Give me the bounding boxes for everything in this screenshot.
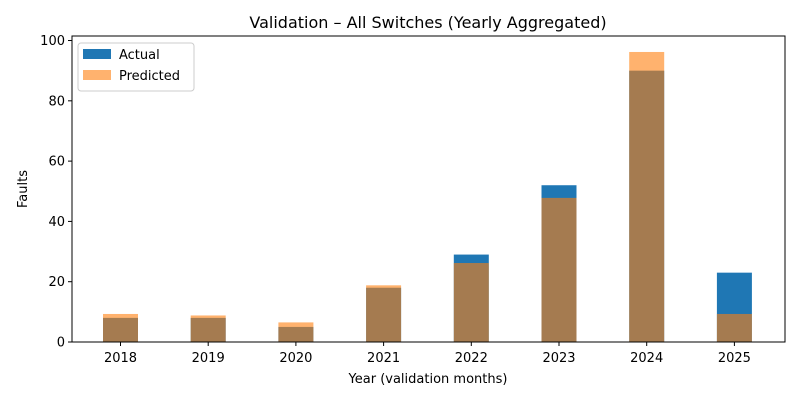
y-tick-label: 80 — [48, 94, 65, 109]
x-tick-label: 2018 — [104, 351, 137, 366]
legend-swatch-predicted — [83, 70, 111, 80]
bar-predicted-2020 — [278, 322, 314, 342]
bar-predicted-2018 — [103, 313, 138, 342]
x-tick-label: 2024 — [630, 351, 663, 366]
x-axis-label: Year (validation months) — [348, 372, 508, 387]
x-tick-label: 2021 — [367, 351, 400, 366]
bar-predicted-2021 — [366, 285, 402, 342]
x-tick-label: 2019 — [192, 351, 225, 366]
x-tick-label: 2020 — [279, 351, 312, 366]
x-tick-label: 2023 — [542, 351, 575, 366]
x-axis-ticks: 2018 2019 2020 2021 2022 2023 2024 2025 — [104, 342, 751, 366]
legend-label-actual: Actual — [119, 48, 160, 63]
chart-title: Validation – All Switches (Yearly Aggreg… — [249, 13, 606, 32]
legend-swatch-actual — [83, 49, 111, 59]
y-axis-ticks: 0 20 40 60 80 100 — [40, 34, 72, 351]
y-tick-label: 60 — [48, 155, 65, 170]
bar-predicted-2023 — [541, 197, 577, 342]
x-tick-label: 2022 — [455, 351, 488, 366]
legend: Actual Predicted — [77, 42, 195, 92]
bar-predicted-2022 — [453, 263, 489, 342]
y-tick-label: 20 — [48, 275, 65, 290]
bar-predicted-2024 — [629, 51, 665, 342]
y-tick-label: 0 — [57, 336, 65, 351]
y-tick-label: 40 — [48, 215, 65, 230]
y-axis-label: Faults — [16, 170, 31, 208]
plot-frame — [71, 35, 786, 343]
legend-label-predicted: Predicted — [119, 69, 180, 84]
x-tick-label: 2025 — [718, 351, 751, 366]
bar-predicted-2019 — [190, 315, 226, 342]
bar-predicted-2025 — [716, 313, 752, 342]
bars-group — [103, 51, 752, 342]
y-tick-label: 100 — [40, 34, 65, 49]
